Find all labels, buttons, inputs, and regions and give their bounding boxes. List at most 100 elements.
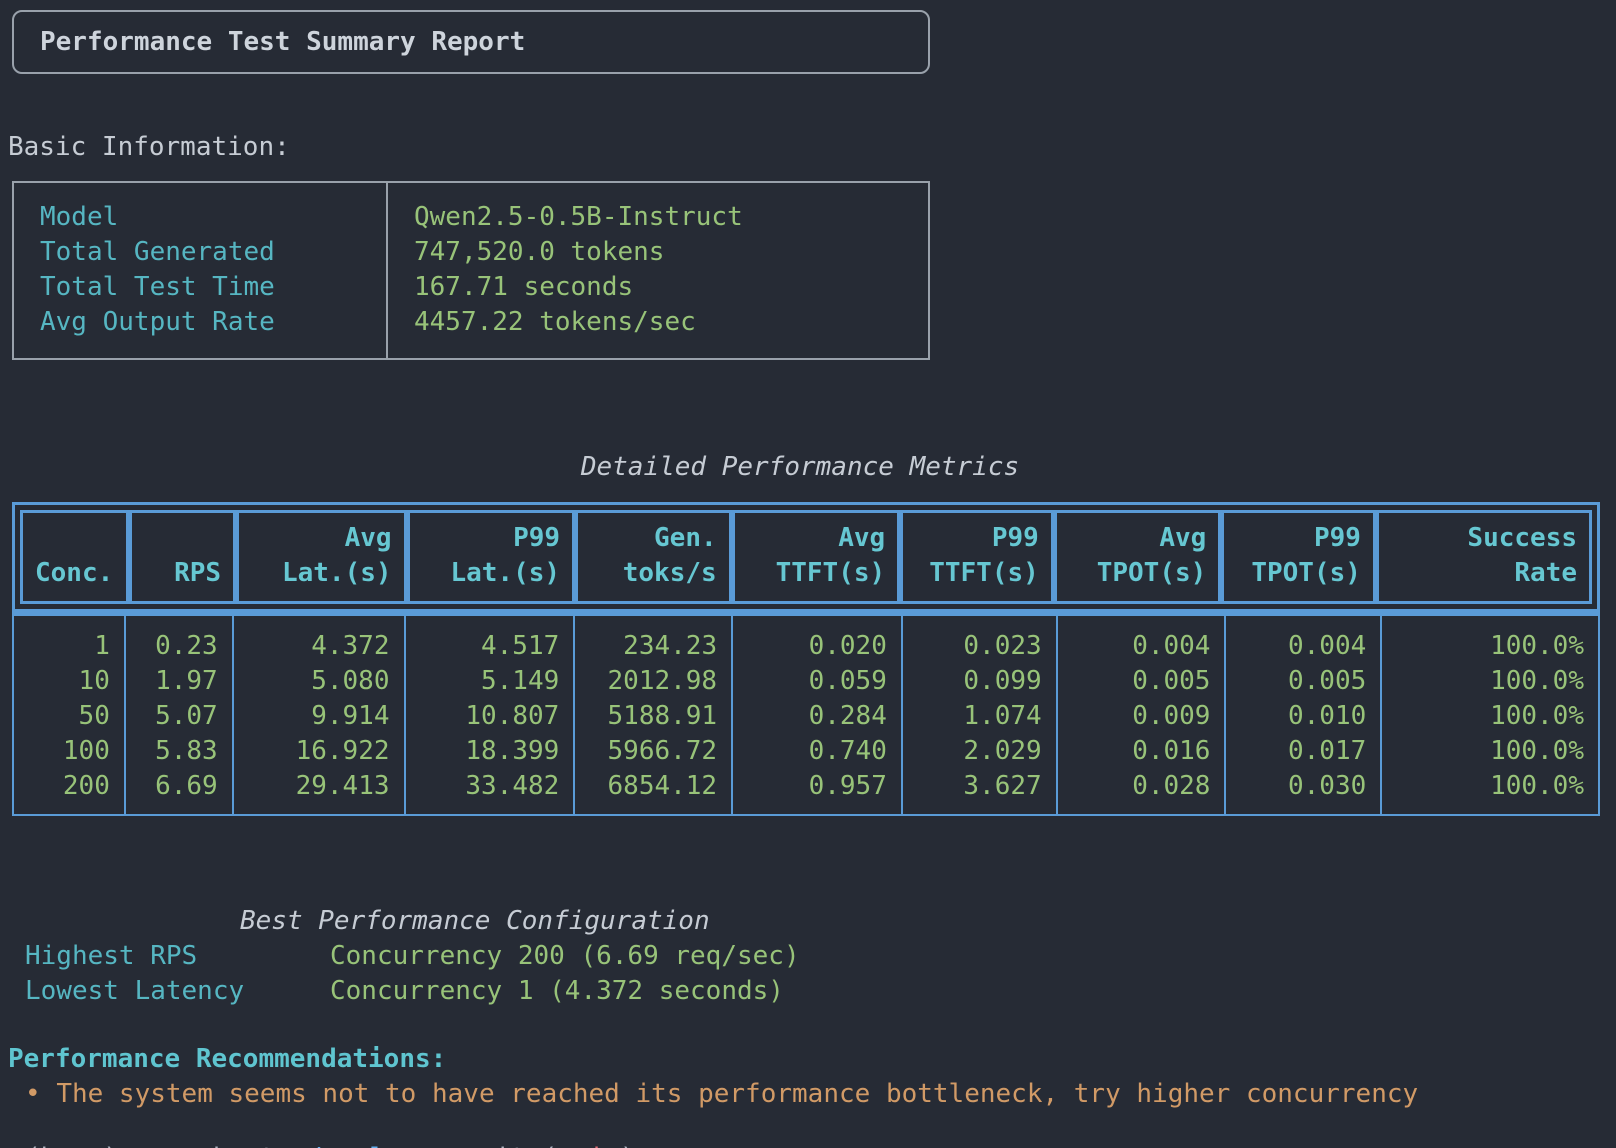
prompt-fragment: ) [620, 1143, 651, 1148]
col-header-p99-tpot: P99 TPOT(s) [1221, 510, 1376, 604]
best-config-label-highest-rps: Highest RPS [25, 941, 198, 971]
cell: 50 [78, 701, 110, 731]
cell: 0.740 [808, 736, 887, 766]
cell: 100.0% [1490, 666, 1584, 696]
cell: 100.0% [1490, 631, 1584, 661]
recommendation-item: • The system seems not to have reached i… [25, 1079, 1419, 1109]
cell: 33.482 [465, 771, 560, 801]
basic-info-heading: Basic Information: [8, 132, 290, 162]
terminal-cursor[interactable]: ▯ [651, 1143, 667, 1148]
col-header-p99-lat: P99 Lat.(s) [406, 510, 576, 604]
cell: 0.017 [1287, 736, 1367, 766]
cell: 0.005 [1132, 666, 1211, 696]
metrics-table-body: 1 10 50 100 200 0.23 1.97 5.07 5.83 6.69… [12, 612, 1600, 816]
column-conc: 1 10 50 100 200 [14, 616, 124, 814]
cell: 5.149 [481, 666, 560, 696]
cell: 9.914 [311, 701, 390, 731]
report-title: Performance Test Summary Report [40, 26, 526, 57]
bullet-icon: • [25, 1079, 57, 1109]
cell: 6.69 [155, 771, 218, 801]
cell: 0.004 [1132, 631, 1211, 661]
cell: 0.957 [808, 771, 887, 801]
info-label-model: Model [40, 202, 119, 232]
cell: 0.016 [1132, 736, 1211, 766]
info-label-total-test-time: Total Test Time [40, 272, 275, 302]
col-header-conc: Conc. [20, 510, 130, 604]
info-value-avg-output-rate: 4457.22 tokens/sec [414, 307, 696, 337]
cell: 1 [94, 631, 110, 661]
cell: 5.83 [155, 736, 218, 766]
prompt-fragment: (base) user@host [25, 1143, 291, 1148]
col-header-gen-toks: Gen. toks/s [575, 510, 732, 604]
basic-info-table: Model Total Generated Total Test Time Av… [12, 181, 930, 360]
info-value-total-test-time: 167.71 seconds [414, 272, 634, 302]
column-success-rate: 100.0% 100.0% 100.0% 100.0% 100.0% [1380, 616, 1598, 814]
recommendations-heading: Performance Recommendations: [8, 1044, 447, 1074]
metrics-table: Conc. RPS Avg Lat.(s) P99 Lat.(s) Gen. t… [12, 502, 1600, 816]
cell: 29.413 [295, 771, 390, 801]
column-p99-ttft: 0.023 0.099 1.074 2.029 3.627 [900, 616, 1056, 814]
column-gen-toks: 234.23 2012.98 5188.91 5966.72 6854.12 [573, 616, 731, 814]
col-header-avg-lat: Avg Lat.(s) [236, 510, 407, 604]
cell: 16.922 [295, 736, 390, 766]
cell: 0.23 [155, 631, 218, 661]
cell: 0.005 [1287, 666, 1367, 696]
cell: 5.07 [155, 701, 218, 731]
cell: 0.009 [1132, 701, 1211, 731]
info-label-total-generated: Total Generated [40, 237, 275, 267]
column-avg-lat: 4.372 5.080 9.914 16.922 29.413 [231, 616, 404, 814]
prompt-path: ~/evalscope [291, 1143, 463, 1148]
cell: 2012.98 [607, 666, 718, 696]
terminal-prompt-partial[interactable]: (base) user@host ~/evalscope git:(main) … [25, 1141, 1616, 1148]
cell: 0.028 [1132, 771, 1211, 801]
best-config-value-lowest-latency: Concurrency 1 (4.372 seconds) [330, 976, 784, 1006]
column-rps: 0.23 1.97 5.07 5.83 6.69 [123, 616, 232, 814]
cell: 1.97 [155, 666, 218, 696]
cell: 6854.12 [607, 771, 718, 801]
cell: 234.23 [623, 631, 718, 661]
cell: 0.020 [808, 631, 887, 661]
col-header-p99-ttft: P99 TTFT(s) [900, 510, 1054, 604]
cell: 0.030 [1287, 771, 1367, 801]
cell: 3.627 [963, 771, 1042, 801]
metrics-table-title: Detailed Performance Metrics [580, 452, 1020, 482]
column-avg-tpot: 0.004 0.005 0.009 0.016 0.028 [1055, 616, 1225, 814]
cell: 0.099 [963, 666, 1042, 696]
column-p99-tpot: 0.004 0.005 0.010 0.017 0.030 [1224, 616, 1380, 814]
col-header-avg-tpot: Avg TPOT(s) [1053, 510, 1222, 604]
cell: 10 [78, 666, 110, 696]
cell: 200 [62, 771, 110, 801]
info-value-model: Qwen2.5-0.5B-Instruct [414, 202, 743, 232]
cell: 100.0% [1490, 701, 1584, 731]
cell: 18.399 [465, 736, 560, 766]
cell: 5.080 [311, 666, 390, 696]
cell: 100.0% [1490, 771, 1584, 801]
cell: 0.010 [1287, 701, 1367, 731]
col-header-avg-ttft: Avg TTFT(s) [731, 510, 901, 604]
best-config-value-highest-rps: Concurrency 200 (6.69 req/sec) [330, 941, 800, 971]
cell: 0.284 [808, 701, 887, 731]
cell: 2.029 [963, 736, 1042, 766]
info-label-avg-output-rate: Avg Output Rate [40, 307, 275, 337]
cell: 0.004 [1287, 631, 1367, 661]
cell: 5966.72 [607, 736, 718, 766]
cell: 100 [62, 736, 110, 766]
basic-info-labels: Model Total Generated Total Test Time Av… [14, 183, 388, 358]
cell: 4.372 [311, 631, 390, 661]
best-config-title: Best Performance Configuration [240, 906, 710, 936]
info-value-total-generated: 747,520.0 tokens [414, 237, 665, 267]
basic-info-values: Qwen2.5-0.5B-Instruct 747,520.0 tokens 1… [388, 183, 928, 358]
prompt-fragment: git:( [463, 1143, 557, 1148]
column-p99-lat: 4.517 5.149 10.807 18.399 33.482 [403, 616, 574, 814]
best-config-table: Highest RPS Concurrency 200 (6.69 req/se… [25, 939, 1616, 1009]
report-title-panel: Performance Test Summary Report [12, 10, 930, 74]
col-header-success-rate: Success Rate [1375, 510, 1592, 604]
cell: 0.059 [808, 666, 887, 696]
cell: 4.517 [481, 631, 560, 661]
cell: 10.807 [465, 701, 560, 731]
best-config-label-lowest-latency: Lowest Latency [25, 976, 245, 1006]
cell: 5188.91 [607, 701, 718, 731]
prompt-git-branch: main [557, 1143, 620, 1148]
cell: 0.023 [963, 631, 1042, 661]
